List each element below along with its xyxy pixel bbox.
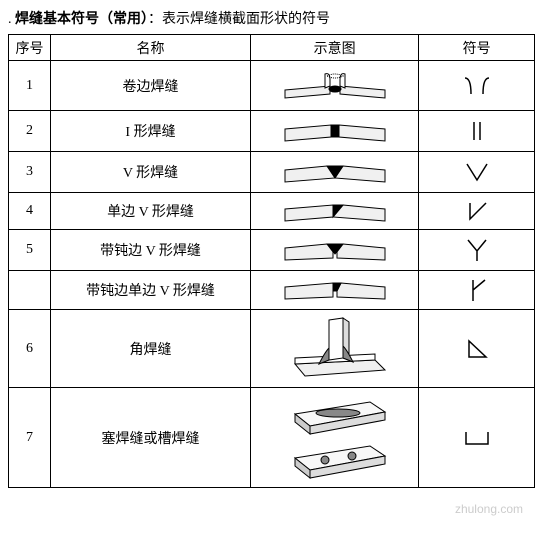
heading-suffix: ：表示焊缝横截面形状的符号 xyxy=(148,12,330,27)
cell-seq: 4 xyxy=(9,193,51,230)
plug-slot-weld-icon xyxy=(270,392,400,484)
table-row: 带钝边单边 V 形焊缝 xyxy=(9,271,535,310)
table-row: 7 塞焊缝或槽焊缝 xyxy=(9,388,535,488)
cell-symbol xyxy=(419,310,535,388)
table-row: 6 角焊缝 xyxy=(9,310,535,388)
cell-symbol xyxy=(419,271,535,310)
fillet-weld-icon xyxy=(275,314,395,384)
cell-symbol xyxy=(419,111,535,152)
cell-diagram xyxy=(250,61,418,111)
table-header-row: 序号 名称 示意图 符号 xyxy=(9,35,535,61)
heading-bold: 焊缝基本符号（常用） xyxy=(15,12,148,27)
cell-diagram xyxy=(250,388,418,488)
cell-name: 卷边焊缝 xyxy=(51,61,251,111)
cell-seq: 3 xyxy=(9,152,51,193)
v-weld-icon xyxy=(275,154,395,190)
cell-seq: 2 xyxy=(9,111,51,152)
cell-seq: 7 xyxy=(9,388,51,488)
watermark-text: zhulong.com xyxy=(455,502,523,516)
bevel-symbol-icon xyxy=(464,200,490,222)
cell-seq: 1 xyxy=(9,61,51,111)
cell-diagram xyxy=(250,310,418,388)
cell-diagram xyxy=(250,152,418,193)
weld-symbols-table: 序号 名称 示意图 符号 1 卷边焊缝 xyxy=(8,34,535,488)
table-row: 5 带钝边 V 形焊缝 xyxy=(9,230,535,271)
cell-seq xyxy=(9,271,51,310)
v-root-weld-icon xyxy=(275,232,395,268)
table-row: 4 单边 V 形焊缝 xyxy=(9,193,535,230)
cell-symbol xyxy=(419,230,535,271)
table-row: 2 I 形焊缝 xyxy=(9,111,535,152)
cell-name: 单边 V 形焊缝 xyxy=(51,193,251,230)
cell-symbol xyxy=(419,388,535,488)
cell-symbol xyxy=(419,152,535,193)
v-root-symbol-icon xyxy=(464,237,490,263)
cell-diagram xyxy=(250,271,418,310)
cell-diagram xyxy=(250,111,418,152)
plug-symbol-icon xyxy=(462,428,492,448)
cell-diagram xyxy=(250,193,418,230)
table-row: 1 卷边焊缝 xyxy=(9,61,535,111)
col-header-diagram: 示意图 xyxy=(250,35,418,61)
bevel-root-symbol-icon xyxy=(465,277,489,303)
cell-name: 塞焊缝或槽焊缝 xyxy=(51,388,251,488)
col-header-seq: 序号 xyxy=(9,35,51,61)
cell-name: 带钝边 V 形焊缝 xyxy=(51,230,251,271)
col-header-symbol: 符号 xyxy=(419,35,535,61)
cell-symbol xyxy=(419,193,535,230)
heading-prefix: . xyxy=(8,12,15,27)
v-symbol-icon xyxy=(463,161,491,183)
cell-symbol xyxy=(419,61,535,111)
bevel-root-weld-icon xyxy=(275,273,395,307)
cell-name: V 形焊缝 xyxy=(51,152,251,193)
cell-diagram xyxy=(250,230,418,271)
i-symbol-icon xyxy=(465,119,489,143)
cell-seq: 5 xyxy=(9,230,51,271)
cell-name: 角焊缝 xyxy=(51,310,251,388)
cell-seq: 6 xyxy=(9,310,51,388)
cell-name: 带钝边单边 V 形焊缝 xyxy=(51,271,251,310)
flanged-symbol-icon xyxy=(457,74,497,98)
table-row: 3 V 形焊缝 xyxy=(9,152,535,193)
bevel-weld-icon xyxy=(275,195,395,227)
flanged-edge-weld-icon xyxy=(275,66,395,106)
cell-name: I 形焊缝 xyxy=(51,111,251,152)
col-header-name: 名称 xyxy=(51,35,251,61)
i-weld-icon xyxy=(275,113,395,149)
fillet-symbol-icon xyxy=(464,338,490,360)
page-heading: . 焊缝基本符号（常用）：表示焊缝横截面形状的符号 xyxy=(8,8,535,28)
